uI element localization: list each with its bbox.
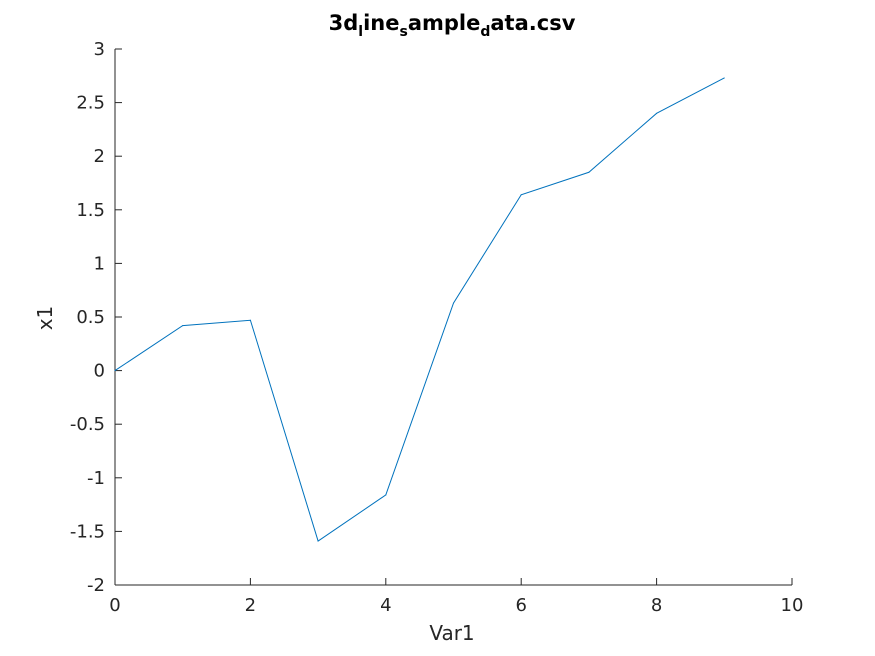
axes (114, 49, 792, 586)
x-tick-label: 6 (515, 595, 526, 616)
x-tick-label: 4 (380, 595, 391, 616)
y-tick-label: 2 (94, 146, 105, 167)
y-tick-label: -2 (87, 575, 105, 596)
data-point (656, 112, 658, 114)
x-ticks: 0 2 4 6 8 10 (109, 578, 803, 616)
data-point (520, 194, 522, 196)
y-tick-label: -1 (87, 468, 105, 489)
y-tick-label: -0.5 (70, 414, 105, 435)
data-point (249, 319, 251, 321)
data-point (385, 494, 387, 496)
data-point (588, 171, 590, 173)
y-axis-label: x1 (33, 306, 57, 331)
series-line (114, 77, 725, 542)
chart-title: 3dlinesampledata.csv (329, 11, 576, 40)
y-tick-label: 0 (94, 361, 105, 382)
title-part: 3d (329, 11, 359, 35)
y-tick-label: 3 (94, 39, 105, 60)
data-point (182, 325, 184, 327)
y-tick-label: 0.5 (76, 307, 105, 328)
y-ticks: -2 -1.5 -1 -0.5 0 0.5 1 1.5 2 2.5 3 (70, 39, 122, 596)
x-tick-label: 0 (109, 595, 120, 616)
title-part: l (358, 24, 363, 40)
y-tick-label: -1.5 (70, 521, 105, 542)
data-point (114, 370, 116, 372)
y-tick-label: 1 (94, 253, 105, 274)
data-point (317, 540, 319, 542)
title-part: ample (408, 11, 481, 35)
y-tick-label: 1.5 (76, 200, 105, 221)
data-point (453, 302, 454, 304)
x-tick-label: 10 (781, 595, 804, 616)
title-part: d (480, 24, 490, 40)
x-axis-label: Var1 (429, 621, 474, 645)
series (114, 77, 725, 542)
y-tick-label: 2.5 (76, 93, 105, 114)
x-tick-label: 8 (651, 595, 662, 616)
x-tick-label: 2 (245, 595, 256, 616)
title-part: ine (363, 11, 399, 35)
title-part: ata.csv (490, 11, 575, 35)
data-point (723, 77, 725, 79)
title-part: s (399, 24, 407, 40)
